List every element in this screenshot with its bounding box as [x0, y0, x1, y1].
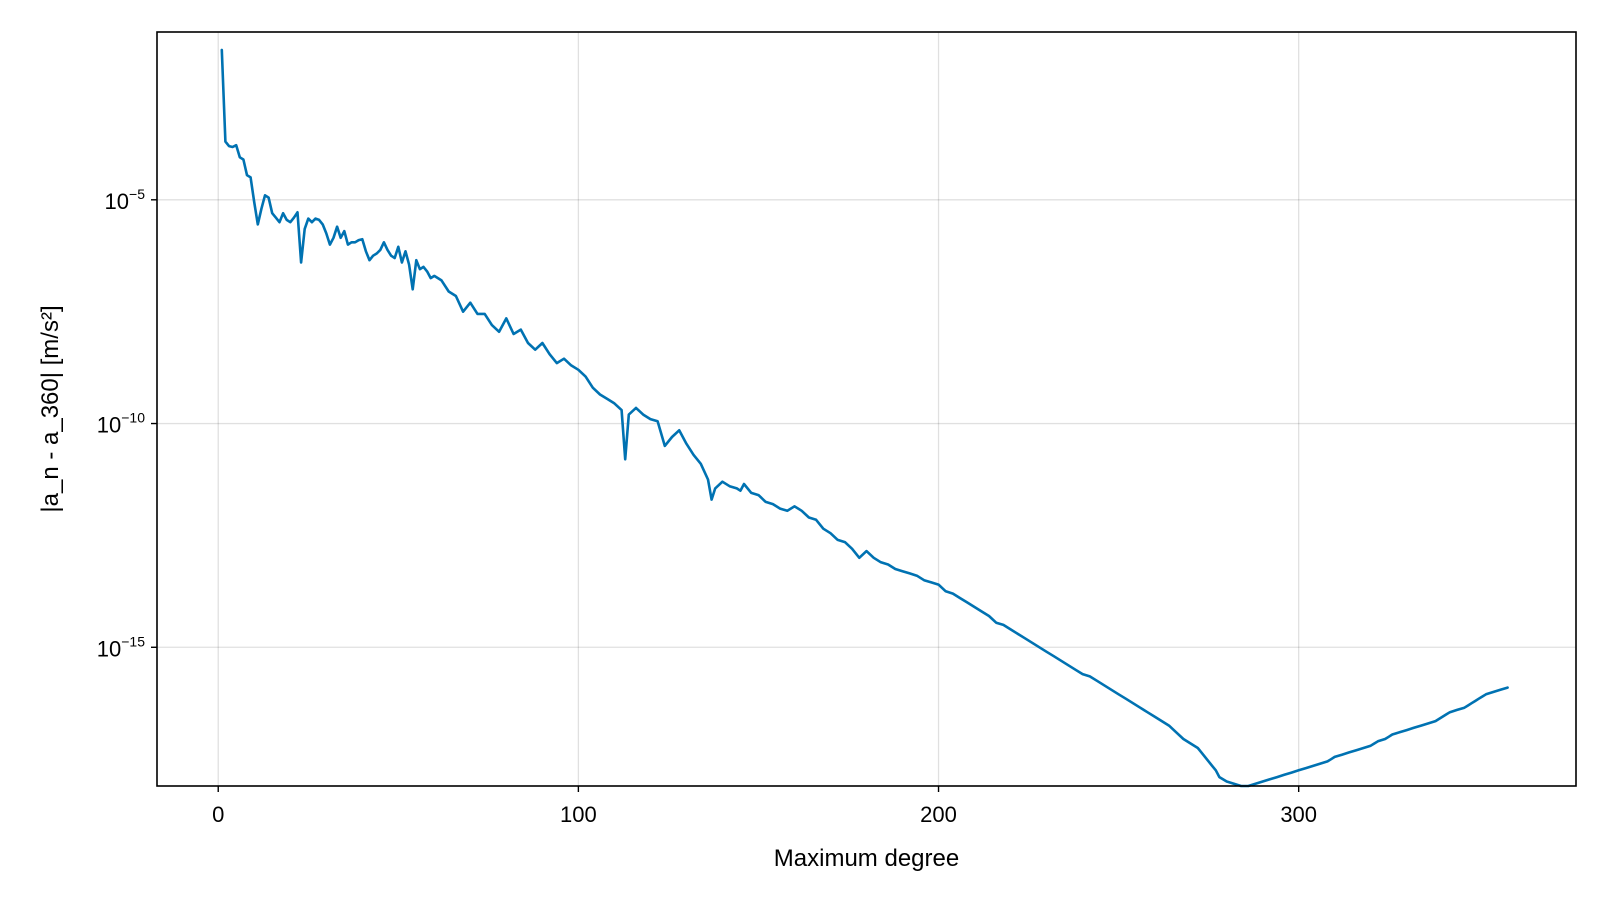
x-tick-label: 100: [560, 802, 597, 827]
y-ticks: 10−5 10−10 10−15: [97, 186, 157, 661]
x-tick-label: 300: [1280, 802, 1317, 827]
y-tick-label: 10−15: [97, 633, 145, 661]
series-line: [220, 48, 1509, 788]
x-gridlines: [217, 32, 1300, 786]
plot-frame: [156, 31, 1577, 787]
y-axis-label: |a_n - a_360| [m/s²]: [37, 305, 64, 512]
x-ticks: 0 100 200 300: [212, 786, 1317, 827]
y-gridlines: [157, 199, 1576, 648]
x-axis-label: Maximum degree: [774, 845, 959, 872]
y-tick-label: 10−10: [97, 410, 145, 438]
x-tick-label: 0: [212, 802, 224, 827]
x-tick-label: 200: [920, 802, 957, 827]
y-tick-label: 10−5: [105, 186, 146, 214]
